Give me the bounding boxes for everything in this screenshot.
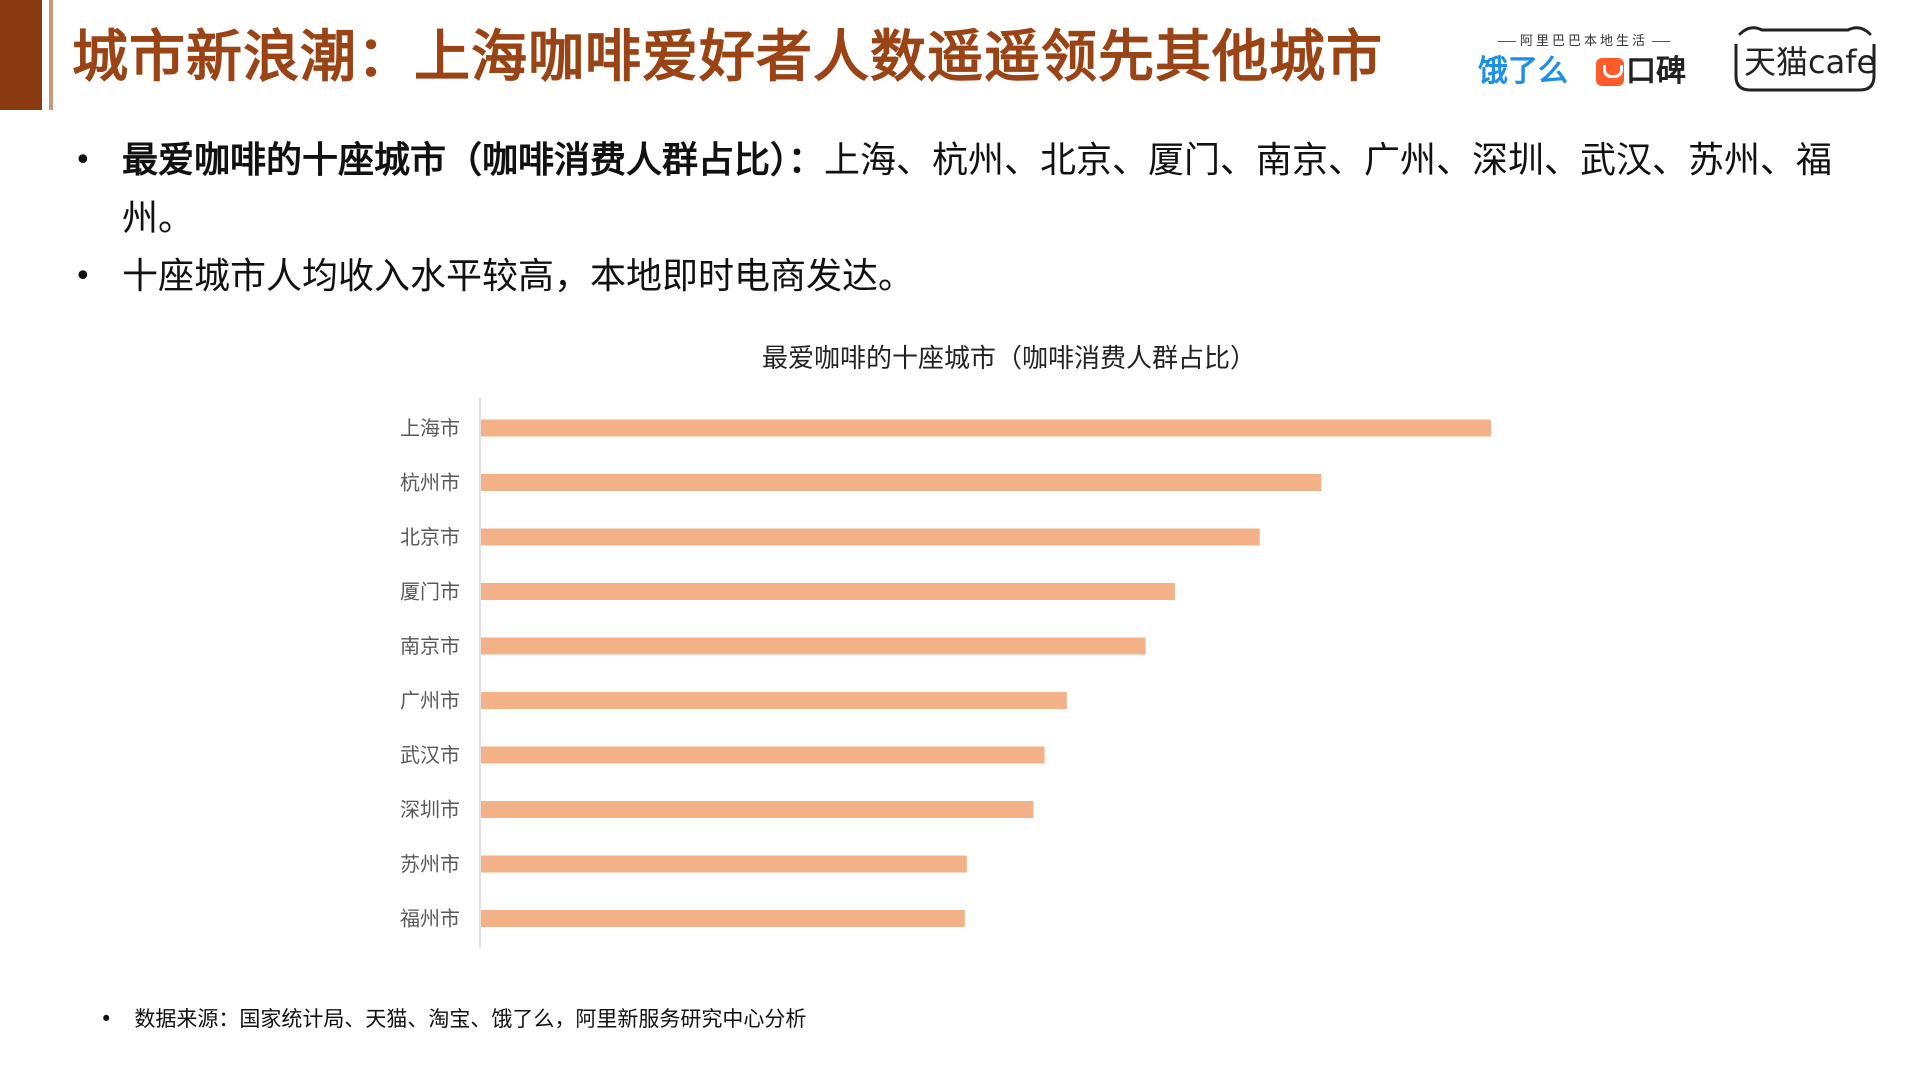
bullet-text: 上海、杭州、北京、厦门、南京、广州、深圳、武汉、苏州、福州。 (122, 140, 1833, 239)
source-text: 数据来源：国家统计局、天猫、淘宝、饿了么，阿里新服务研究中心分析 (134, 1007, 807, 1031)
koubei-icon (1596, 58, 1624, 86)
alibaba-local-services-logo: 阿里巴巴本地生活 饿了么 口碑 (1478, 30, 1690, 94)
koubei-logo-text: 口碑 (1626, 54, 1686, 89)
tick-label-9: 福州市 (400, 907, 460, 931)
tick-label-0: 上海市 (400, 416, 460, 440)
bar-3 (481, 583, 1175, 600)
koubei-logo: 口碑 (1626, 52, 1686, 92)
tick-label-4: 南京市 (400, 634, 460, 658)
bullet-text: 十座城市人均收入水平较高，本地即时电商发达。 (122, 256, 915, 297)
eleme-logo: 饿了么 (1478, 52, 1568, 92)
city-bar-chart: 最爱咖啡的十座城市（咖啡消费人群占比） 上海市杭州市北京市厦门市南京市广州市武汉… (380, 328, 1560, 958)
tmall-cafe-logo: 天猫cafe (1730, 20, 1880, 100)
bullet-dot: • (74, 143, 92, 178)
bullet-list: • 最爱咖啡的十座城市（咖啡消费人群占比）：上海、杭州、北京、厦门、南京、广州、… (72, 132, 1852, 306)
tick-label-2: 北京市 (400, 525, 460, 549)
logo-tagline: 阿里巴巴本地生活 (1478, 30, 1690, 49)
tick-label-3: 厦门市 (400, 580, 460, 604)
tick-label-1: 杭州市 (400, 471, 460, 495)
bar-5 (481, 692, 1067, 709)
tick-label-7: 深圳市 (400, 798, 460, 822)
bar-2 (481, 528, 1260, 546)
accent-bar (0, 0, 42, 110)
tick-label-8: 苏州市 (400, 852, 460, 876)
tick-label-6: 武汉市 (400, 743, 460, 767)
bar-9 (481, 910, 965, 927)
page-title: 城市新浪潮：上海咖啡爱好者人数遥遥领先其他城市 (72, 25, 1383, 90)
bar-7 (481, 801, 1034, 818)
bullet-item: • 最爱咖啡的十座城市（咖啡消费人群占比）：上海、杭州、北京、厦门、南京、广州、… (72, 132, 1852, 248)
chart-title: 最爱咖啡的十座城市（咖啡消费人群占比） (761, 344, 1256, 374)
bar-4 (481, 637, 1146, 655)
bullet-strong: 最爱咖啡的十座城市（咖啡消费人群占比）： (122, 140, 825, 181)
bar-8 (481, 855, 967, 873)
tmall-frame-icon (1734, 26, 1876, 92)
source-bullet: • (100, 1007, 113, 1031)
eleme-logo-text: 饿了么 (1478, 54, 1568, 89)
bullet-dot: • (74, 259, 92, 294)
tmall-cafe-text: 天猫cafe (1744, 43, 1877, 81)
bar-6 (481, 746, 1045, 764)
bar-0 (481, 419, 1491, 437)
bullet-item: • 十座城市人均收入水平较高，本地即时电商发达。 (72, 248, 1852, 306)
bar-1 (481, 474, 1322, 491)
tick-label-5: 广州市 (400, 689, 460, 713)
accent-line (49, 0, 53, 110)
source-note: • 数据来源：国家统计局、天猫、淘宝、饿了么，阿里新服务研究中心分析 (100, 1003, 806, 1033)
